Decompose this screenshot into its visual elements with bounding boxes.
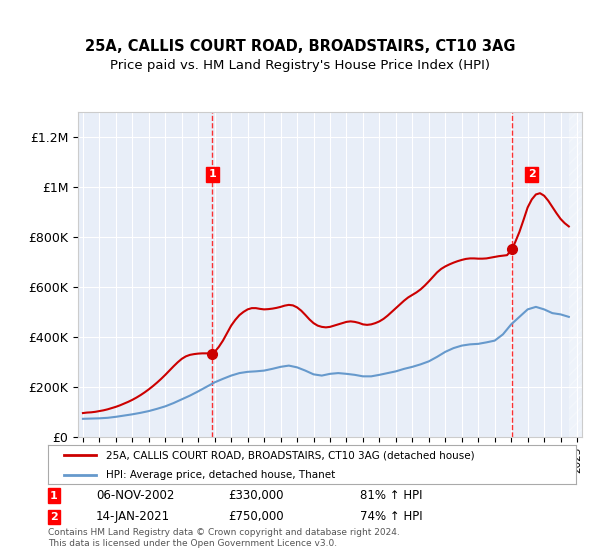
Text: 2: 2 (528, 170, 535, 179)
Text: 1: 1 (208, 170, 216, 179)
Text: 14-JAN-2021: 14-JAN-2021 (96, 510, 170, 524)
Text: Price paid vs. HM Land Registry's House Price Index (HPI): Price paid vs. HM Land Registry's House … (110, 59, 490, 72)
Text: 25A, CALLIS COURT ROAD, BROADSTAIRS, CT10 3AG (detached house): 25A, CALLIS COURT ROAD, BROADSTAIRS, CT1… (106, 450, 475, 460)
Text: 81% ↑ HPI: 81% ↑ HPI (360, 489, 422, 502)
Text: 06-NOV-2002: 06-NOV-2002 (96, 489, 175, 502)
Text: 25A, CALLIS COURT ROAD, BROADSTAIRS, CT10 3AG: 25A, CALLIS COURT ROAD, BROADSTAIRS, CT1… (85, 39, 515, 54)
Text: 2: 2 (50, 512, 58, 522)
Text: Contains HM Land Registry data © Crown copyright and database right 2024.
This d: Contains HM Land Registry data © Crown c… (48, 528, 400, 548)
Text: 74% ↑ HPI: 74% ↑ HPI (360, 510, 422, 524)
Bar (569, 112, 585, 437)
Text: £750,000: £750,000 (228, 510, 284, 524)
Text: £330,000: £330,000 (228, 489, 284, 502)
Text: HPI: Average price, detached house, Thanet: HPI: Average price, detached house, Than… (106, 470, 335, 479)
Text: 1: 1 (50, 491, 58, 501)
